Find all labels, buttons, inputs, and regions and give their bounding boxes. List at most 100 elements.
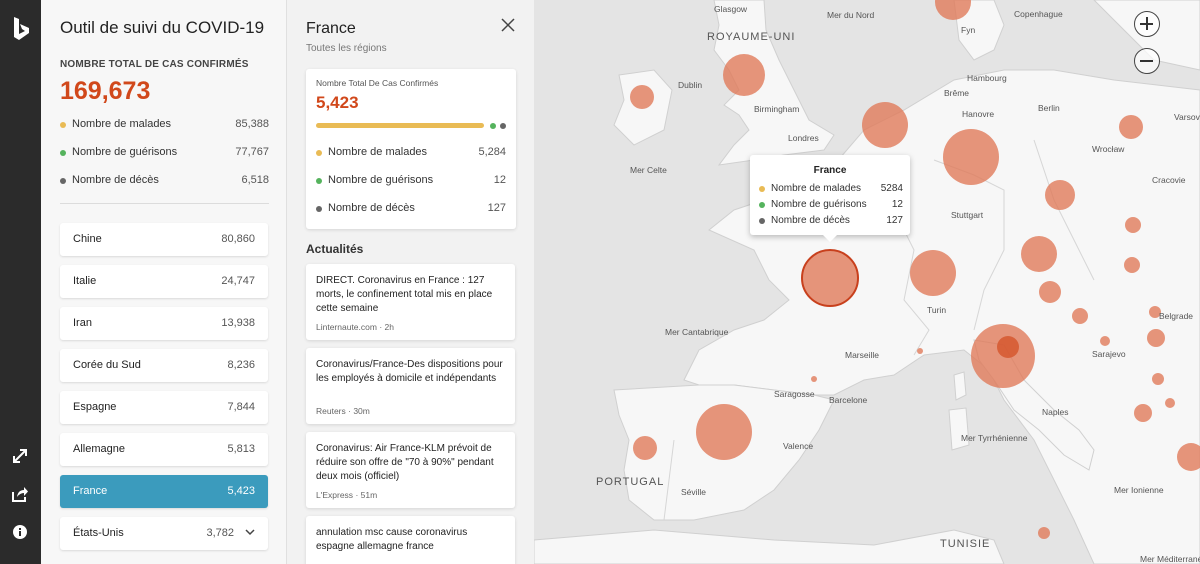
- region-summary-card: Nombre Total De Cas Confirmés 5,423 Nomb…: [306, 69, 516, 229]
- stat-label: Nombre de décès: [328, 202, 415, 214]
- region-deaths-row: Nombre de décès 127: [316, 202, 506, 218]
- bubble-grece[interactable]: [1177, 443, 1200, 471]
- tooltip-label: Nombre de décès: [771, 215, 850, 226]
- bubble-portugal[interactable]: [633, 436, 657, 460]
- map-label-royaume-uni: ROYAUME-UNI: [707, 31, 795, 43]
- region-sick-row: Nombre de malades 5,284: [316, 146, 506, 162]
- map-label-birmingham: Birmingham: [754, 104, 799, 114]
- bubble-espagne[interactable]: [696, 404, 752, 460]
- country-count: 3,782: [206, 527, 234, 539]
- map-label-sarajevo: Sarajevo: [1092, 349, 1126, 359]
- news-headline: Coronavirus: Air France-KLM prévoit de r…: [316, 443, 494, 482]
- bubble-pologne[interactable]: [1119, 115, 1143, 139]
- news-headline: annulation msc cause coronavirus espagne…: [316, 527, 468, 552]
- bubble-pays-bas[interactable]: [862, 102, 908, 148]
- plus-icon-bar: [1146, 17, 1148, 30]
- stat-label: Nombre de malades: [328, 146, 428, 158]
- region-subtitle: Toutes les régions: [306, 43, 387, 54]
- tooltip-title: France: [813, 165, 847, 176]
- share-icon[interactable]: [10, 484, 30, 504]
- country-item-etats-unis[interactable]: États-Unis 3,782: [60, 517, 268, 550]
- map-label-naples: Naples: [1042, 407, 1068, 417]
- country-count: 5,813: [227, 443, 255, 455]
- app-title: Outil de suivi du COVID-19: [60, 18, 265, 37]
- zoom-out-button[interactable]: [1134, 48, 1160, 74]
- info-icon[interactable]: [10, 522, 30, 542]
- news-headline: Coronavirus/France-Des dispositions pour…: [316, 359, 503, 384]
- country-item-allemagne[interactable]: Allemagne 5,813: [60, 433, 268, 466]
- bubble-croatie[interactable]: [1072, 308, 1088, 324]
- map-label-belgrade: Belgrade: [1159, 311, 1193, 321]
- stat-label: Nombre de décès: [72, 174, 159, 186]
- country-name: Italie: [73, 275, 97, 287]
- bubble-hongrie[interactable]: [1124, 257, 1140, 273]
- country-name: Chine: [73, 233, 102, 245]
- bubble-serbie[interactable]: [1149, 306, 1161, 318]
- country-item-france[interactable]: France 5,423: [60, 475, 268, 508]
- stat-label: Nombre de guérisons: [72, 146, 178, 158]
- bubble-malte[interactable]: [1038, 527, 1050, 539]
- bubble-monaco[interactable]: [917, 348, 923, 354]
- bubble-irlande[interactable]: [630, 85, 654, 109]
- expand-icon[interactable]: [10, 446, 30, 466]
- map-label-turin: Turin: [927, 305, 946, 315]
- bubbles: [630, 0, 1200, 539]
- country-name: États-Unis: [73, 527, 124, 539]
- country-item-espagne[interactable]: Espagne 7,844: [60, 391, 268, 424]
- bubble-grece-nord[interactable]: [1134, 404, 1152, 422]
- region-title: France: [306, 20, 356, 37]
- sick-dot-icon: [60, 122, 66, 128]
- card-label: Nombre Total De Cas Confirmés: [316, 78, 439, 88]
- bubble-allemagne[interactable]: [943, 129, 999, 185]
- bubble-danemark[interactable]: [935, 0, 971, 20]
- country-count: 24,747: [221, 275, 255, 287]
- tooltip-recovered-row: Nombre de guérisons 12: [759, 199, 903, 212]
- map-label-mer-celte: Mer Celte: [630, 165, 667, 175]
- bubble-france[interactable]: [801, 249, 859, 307]
- bubble-slovenie[interactable]: [1039, 281, 1061, 303]
- bubble-macedoine[interactable]: [1165, 398, 1175, 408]
- global-recovered-row: Nombre de guérisons 77,767: [60, 146, 269, 162]
- news-item[interactable]: DIRECT. Coronavirus en France : 127 mort…: [306, 264, 515, 340]
- news-item[interactable]: annulation msc cause coronavirus espagne…: [306, 516, 515, 564]
- bubble-bosnie[interactable]: [1100, 336, 1110, 346]
- map-label-marseille: Marseille: [845, 350, 879, 360]
- country-item-iran[interactable]: Iran 13,938: [60, 307, 268, 340]
- country-item-chine[interactable]: Chine 80,860: [60, 223, 268, 256]
- map-label-londres: Londres: [788, 133, 819, 143]
- deaths-bar-dot: [500, 123, 506, 129]
- map-label-mer-cantabrique: Mer Cantabrique: [665, 327, 729, 337]
- news-item[interactable]: Coronavirus/France-Des dispositions pour…: [306, 348, 515, 424]
- stat-value: 85,388: [235, 118, 269, 130]
- recovered-dot-icon: [759, 202, 765, 208]
- map-label-seville: Séville: [681, 487, 706, 497]
- sick-dot-icon: [316, 150, 322, 156]
- news-item[interactable]: Coronavirus: Air France-KLM prévoit de r…: [306, 432, 515, 508]
- country-item-coree-du-sud[interactable]: Corée du Sud 8,236: [60, 349, 268, 382]
- map-view[interactable]: Glasgow Mer du Nord Copenhague ROYAUME-U…: [534, 0, 1200, 564]
- chevron-down-icon[interactable]: [244, 526, 256, 538]
- bubble-roumanie[interactable]: [1147, 329, 1165, 347]
- country-name: Espagne: [73, 401, 117, 413]
- map-label-hambourg: Hambourg: [967, 73, 1007, 83]
- bubble-bulgarie[interactable]: [1152, 373, 1164, 385]
- total-cases-value: 169,673: [60, 77, 151, 105]
- stat-label: Nombre de guérisons: [328, 174, 434, 186]
- stats-panel: Outil de suivi du COVID-19 NOMBRE TOTAL …: [41, 0, 287, 564]
- bing-logo-icon[interactable]: [10, 16, 32, 42]
- news-heading: Actualités: [306, 242, 364, 256]
- map-label-stuttgart: Stuttgart: [951, 210, 984, 220]
- map-label-mer-ionienne: Mer Ionienne: [1114, 485, 1164, 495]
- zoom-in-button[interactable]: [1134, 11, 1160, 37]
- bubble-tchequie[interactable]: [1045, 180, 1075, 210]
- bubble-suisse[interactable]: [910, 250, 956, 296]
- country-item-italie[interactable]: Italie 24,747: [60, 265, 268, 298]
- close-icon[interactable]: [500, 17, 516, 33]
- bubble-autriche[interactable]: [1021, 236, 1057, 272]
- bubble-italie-nord[interactable]: [997, 336, 1019, 358]
- bubble-uk[interactable]: [723, 54, 765, 96]
- bubble-slovaquie[interactable]: [1125, 217, 1141, 233]
- bubble-andorre[interactable]: [811, 376, 817, 382]
- region-recovered-row: Nombre de guérisons 12: [316, 174, 506, 190]
- map-label-berlin: Berlin: [1038, 103, 1060, 113]
